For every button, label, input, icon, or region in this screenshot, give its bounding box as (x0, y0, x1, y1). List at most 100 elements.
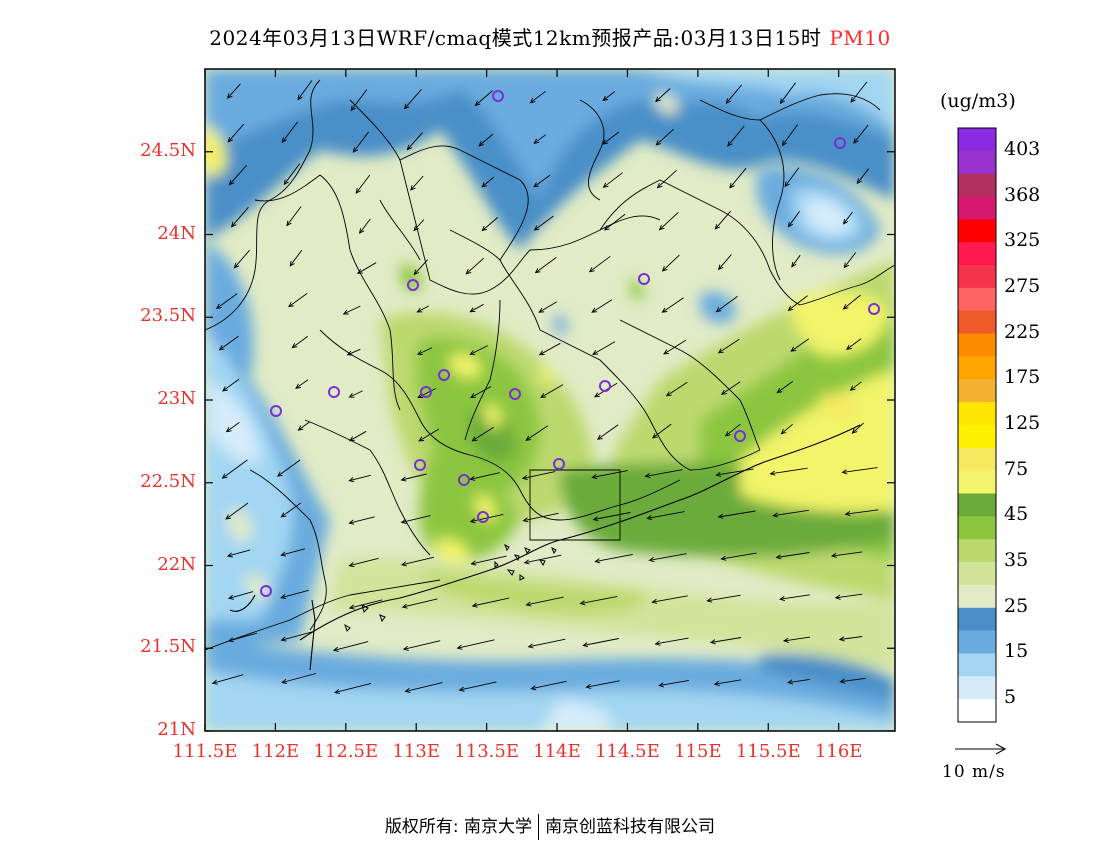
colorbar-frame (957, 127, 997, 723)
wind-arrow (779, 594, 810, 602)
lon-tick-label: 115E (674, 741, 722, 762)
lat-tick-label: 24.5N (140, 139, 196, 161)
wind-key-arrow (955, 743, 1007, 755)
lon-tick-label: 115.5E (735, 741, 801, 762)
wind-arrow (842, 294, 861, 310)
wind-arrow (533, 174, 551, 188)
colorbar-swatch (958, 196, 996, 220)
wind-arrow (781, 124, 798, 147)
wind-arrow (534, 257, 557, 274)
colorbar-swatch (958, 699, 996, 723)
wind-arrow (469, 345, 488, 355)
wind-arrow (221, 459, 248, 479)
wind-arrow (780, 423, 793, 435)
axis-ticks (204, 69, 895, 732)
lat-tick-label: 21.5N (140, 636, 196, 658)
colorbar-swatch (958, 676, 996, 700)
wind-arrow (655, 88, 671, 103)
wind-arrow (403, 89, 422, 110)
wind-arrow (525, 596, 564, 607)
colorbar-swatch (958, 150, 996, 175)
wind-arrow (400, 515, 431, 524)
colorbar-tick-label: 325 (1004, 229, 1041, 252)
wind-arrow (228, 165, 247, 186)
wind-arrow (533, 134, 547, 144)
wind-arrow (713, 679, 742, 687)
wind-arrow (592, 512, 631, 522)
wind-arrow (656, 169, 677, 189)
wind-arrow (706, 594, 741, 603)
lat-tick-label: 23.5N (140, 305, 196, 327)
wind-arrow (297, 421, 310, 431)
wind-arrow (782, 636, 811, 643)
wind-arrow (843, 252, 857, 269)
wind-arrow (218, 335, 239, 351)
wind-arrow (729, 167, 747, 189)
wind-key-label: 10 m/s (942, 762, 1006, 782)
wind-arrow (775, 552, 810, 560)
wind-arrow (400, 473, 427, 482)
wind-arrow (655, 128, 675, 146)
station-marker (834, 137, 846, 149)
wind-arrow (355, 174, 371, 194)
wind-arrow (717, 254, 732, 271)
wind-arrow (527, 638, 566, 649)
station-marker (270, 405, 282, 417)
wind-arrow (850, 81, 868, 103)
colorbar-swatch (958, 379, 996, 403)
wind-arrow (845, 338, 862, 351)
wind-arrow (348, 516, 375, 525)
colorbar-swatch (958, 516, 996, 540)
colorbar-swatch (958, 356, 996, 380)
station-marker (407, 279, 419, 291)
wind-arrow (602, 91, 616, 102)
wind-arrow (469, 303, 484, 313)
wind-arrow (276, 459, 301, 477)
colorbar-tick-label: 403 (1004, 137, 1041, 160)
wind-arrow (297, 80, 313, 101)
wind-arrow (469, 386, 492, 399)
wind-arrow (346, 348, 361, 356)
wind-arrow (295, 379, 309, 389)
wind-arrow (471, 426, 494, 442)
wind-arrow (226, 549, 251, 558)
wind-arrow (839, 677, 866, 684)
wind-arrow (401, 598, 438, 609)
coastline (229, 424, 861, 671)
wind-arrow (591, 470, 628, 480)
wind-arrow (281, 121, 299, 144)
wind-arrow (348, 390, 363, 398)
colorbar-swatch (958, 539, 996, 563)
station-marker (492, 90, 504, 102)
wind-arrow (226, 83, 241, 99)
wind-arrow (714, 210, 732, 230)
wind-arrow (471, 597, 510, 608)
wind-arrow (402, 640, 441, 651)
wind-arrow (842, 211, 853, 225)
colorbar-tick-label: 368 (1004, 183, 1041, 206)
lon-tick-label: 111.5E (172, 741, 238, 762)
colorbar-tick-label: 25 (1004, 594, 1029, 617)
station-marker (260, 585, 272, 597)
lat-tick-label: 24N (157, 222, 196, 244)
wind-arrow (658, 679, 689, 688)
colorbar-tick-label: 15 (1004, 640, 1029, 663)
station-marker (438, 369, 450, 381)
lon-tick-label: 114.5E (595, 741, 660, 762)
wind-arrow (592, 341, 616, 355)
wind-arrow (348, 599, 383, 610)
station-marker (868, 303, 880, 315)
wind-arrow (211, 674, 244, 685)
wind-arrow (834, 593, 863, 600)
colorbar-swatch (958, 402, 996, 426)
wind-arrow (540, 384, 564, 398)
station-marker (638, 273, 650, 285)
colorbar-tick-label: 75 (1004, 457, 1029, 480)
wind-arrow (470, 555, 507, 566)
wind-arrow (456, 639, 495, 650)
wind-arrow (791, 254, 801, 268)
wind-arrow (357, 262, 377, 274)
wind-arrow (772, 509, 809, 518)
wind-arrow (350, 89, 368, 112)
